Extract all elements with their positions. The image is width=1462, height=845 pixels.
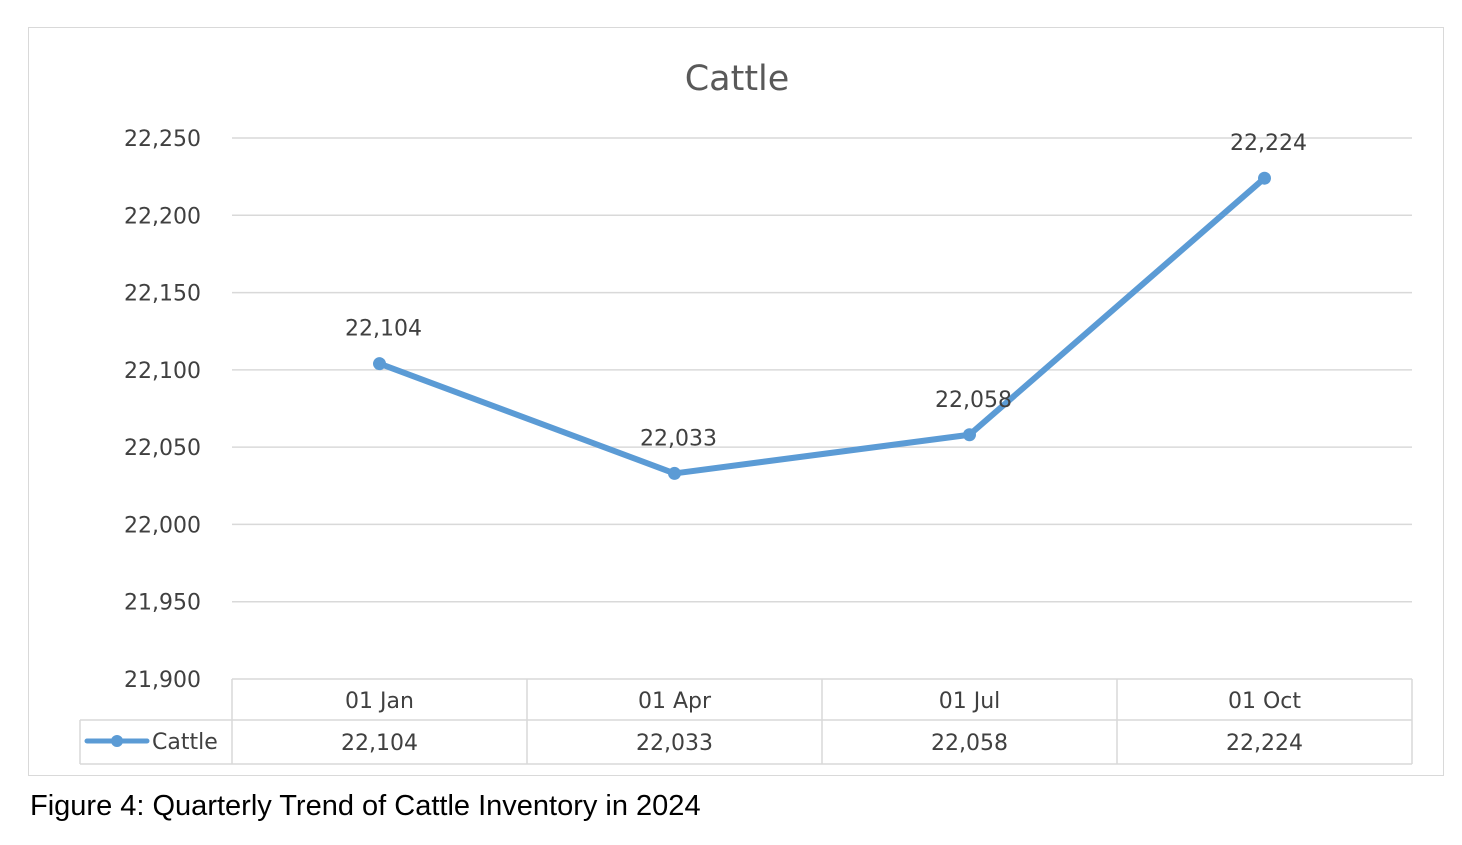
y-tick-label: 22,050 (124, 436, 201, 461)
data-point (1258, 171, 1271, 185)
y-tick-label: 21,950 (124, 591, 201, 616)
y-tick-label: 22,200 (124, 204, 201, 229)
y-axis-ticks: 21,900 21,950 22,000 22,050 22,100 22,150 22,2… (124, 127, 201, 693)
data-labels: 22,104 22,033 22,058 22,224 (345, 131, 1307, 451)
line-chart: Cattle 21,900 21,950 22,000 22,050 22,100 22,… (79, 59, 1413, 765)
data-label: 22,058 (935, 388, 1012, 413)
data-point (668, 466, 681, 480)
chart-title: Cattle (685, 59, 790, 99)
table-value-cell: 22,033 (636, 731, 713, 756)
y-tick-label: 21,900 (124, 668, 201, 693)
data-point (373, 357, 386, 371)
table-value-cell: 22,224 (1226, 731, 1303, 756)
series-line (376, 175, 1268, 477)
gridlines (232, 137, 1412, 603)
data-table: 01 Jan 01 Apr 01 Jul 01 Oct 22,104 22,033 22,0… (79, 678, 1413, 765)
y-tick-label: 22,250 (124, 127, 201, 152)
chart-container: Cattle 21,900 21,950 22,000 22,050 22,100 22,… (28, 27, 1444, 776)
data-point (963, 428, 976, 442)
data-label: 22,104 (345, 317, 422, 342)
table-value-cell: 22,104 (341, 731, 418, 756)
data-label: 22,033 (640, 426, 717, 451)
series-cattle (373, 171, 1271, 480)
y-tick-label: 22,000 (124, 513, 201, 538)
table-value-cell: 22,058 (931, 731, 1008, 756)
figure-caption: Figure 4: Quarterly Trend of Cattle Inve… (30, 790, 701, 822)
y-tick-label: 22,150 (124, 282, 201, 307)
data-label: 22,224 (1230, 131, 1307, 156)
legend-point-marker (111, 735, 123, 747)
x-category-label: 01 Jan (345, 689, 414, 714)
x-category-label: 01 Jul (939, 689, 1001, 714)
y-tick-label: 22,100 (124, 359, 201, 384)
x-category-label: 01 Oct (1228, 689, 1301, 714)
x-category-label: 01 Apr (638, 689, 712, 714)
legend-series-label: Cattle (152, 730, 218, 755)
